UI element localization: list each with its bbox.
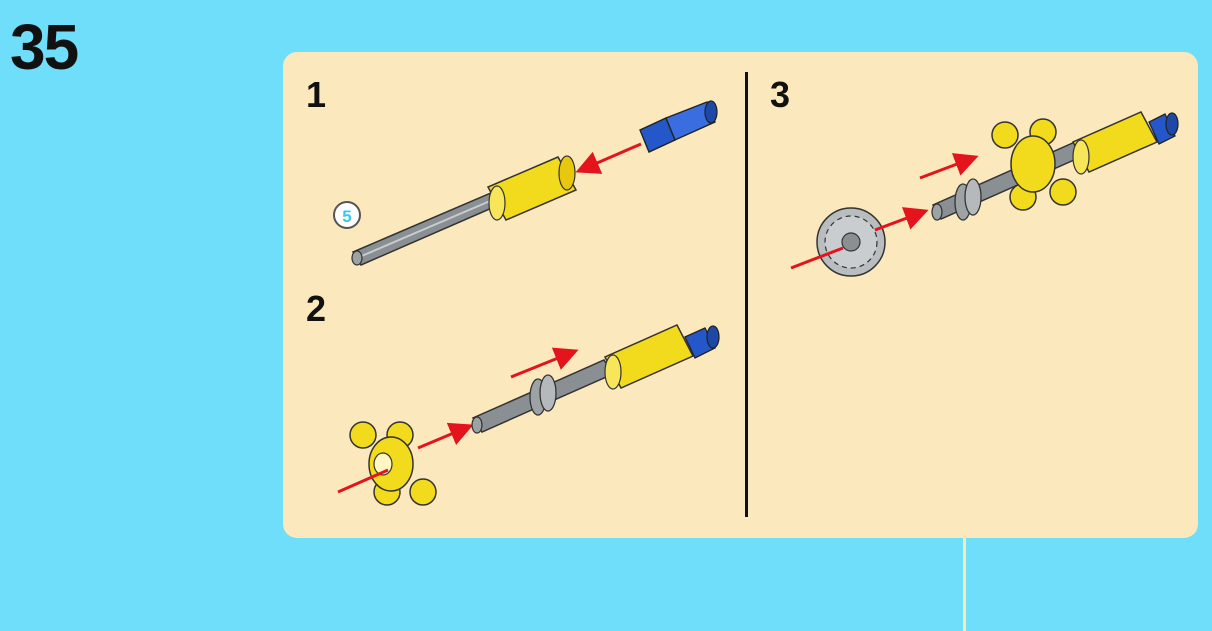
step2-axle-assembly xyxy=(471,324,720,434)
step1-axle xyxy=(351,191,503,266)
step2-arrow-a xyxy=(337,468,389,494)
step2-yellow-connector xyxy=(349,421,437,506)
step1-arrow xyxy=(575,142,642,174)
step3-arrow-c xyxy=(919,153,979,180)
step2-arrow-b xyxy=(417,422,474,450)
step-number-2: 2 xyxy=(306,288,327,329)
callout-connector-line xyxy=(963,538,966,631)
assembly-illustration xyxy=(337,100,1179,506)
step3-gear xyxy=(816,207,886,277)
page-number: 35 xyxy=(10,11,79,83)
step1-blue-pin xyxy=(639,100,718,153)
step2-arrow-c xyxy=(510,347,579,379)
step3-arrow-b xyxy=(874,207,929,232)
step1-yellow-bush xyxy=(486,155,578,221)
step-number-3: 3 xyxy=(770,74,791,115)
step3-arrow-a xyxy=(790,246,844,270)
instruction-panel: 1 2 3 5 xyxy=(283,52,1198,538)
step-divider xyxy=(745,72,748,517)
step3-axle-assembly xyxy=(931,111,1179,221)
step-number-1: 1 xyxy=(306,74,327,115)
axle-length-badge: 5 xyxy=(333,201,361,229)
